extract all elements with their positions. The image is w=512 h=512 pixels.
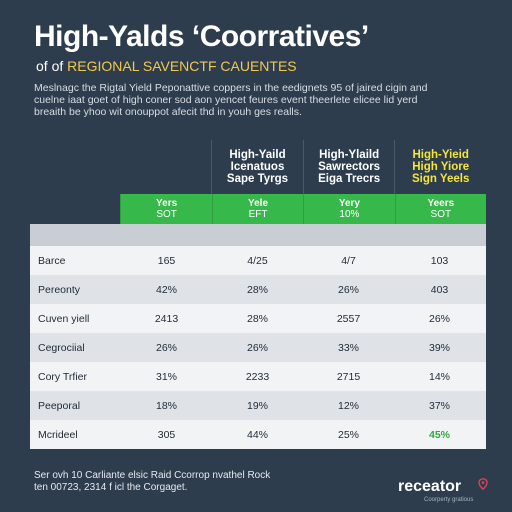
subtitle-accent: REGIONAL SAVENCTF CAUENTES [67, 58, 297, 74]
green-spacer [30, 194, 120, 224]
row-label: Mcrideel [38, 428, 78, 441]
table-cell: 18% [155, 399, 177, 412]
green-header-top: Yery [338, 198, 360, 209]
green-header-cell: Yery 10% [303, 194, 395, 224]
green-header-bottom: 10% [339, 209, 360, 220]
column-header-line: Sawrectors [318, 161, 381, 173]
table-cell: 14% [428, 370, 450, 383]
table-row: Pereonty 42% 28% 26% 403 [30, 275, 486, 304]
row-label: Barce [38, 254, 66, 267]
column-header: High-Ylaild Sawrectors Eiga Trecrs [302, 140, 395, 194]
column-header-line: Eiga Trecrs [318, 173, 381, 185]
column-header-line: High Yiore [412, 161, 470, 173]
table-cell: 28% [246, 312, 268, 325]
footer-line: Ser ovh 10 Carliante elsic Raid Ccorrop … [34, 470, 271, 481]
header-spacer [30, 140, 211, 194]
green-header-bottom: SOT [156, 209, 177, 220]
column-header-line: Sape Tyrgs [226, 173, 289, 185]
table-cell: 33% [337, 341, 359, 354]
table-row: Cegrociial 26% 26% 33% 39% [30, 333, 486, 362]
row-label: Cegrociial [38, 341, 85, 354]
table-cell: 19% [246, 399, 268, 412]
table-cell: 4/7 [341, 254, 356, 267]
table-cell: 4/25 [247, 254, 268, 267]
table-row: Cory Trfier 31% 2233 2715 14% [30, 362, 486, 391]
table-cell: 37% [428, 399, 450, 412]
intro-line: breaith be yhoo wit onouppot afecit thd … [34, 106, 302, 118]
comparison-table: High-Yaild Icenatuos Sape Tyrgs High-Yla… [30, 140, 487, 449]
page-subtitle: of of REGIONAL SAVENCTF CAUENTES [36, 58, 297, 74]
brand-tagline: Coorperty gratious [424, 497, 474, 503]
green-header-bottom: SOT [430, 209, 452, 220]
subtitle-prefix: of of [36, 58, 64, 74]
table-cell: 26% [246, 341, 268, 354]
table-cell: 39% [428, 341, 450, 354]
column-header-row: High-Yaild Icenatuos Sape Tyrgs High-Yla… [30, 140, 486, 194]
green-header-cell: Yele EFT [211, 194, 304, 224]
column-header-line: High-Yieid [412, 149, 469, 161]
table-row: Peeporal 18% 19% 12% 37% [30, 391, 486, 420]
intro-line: Meslnagc the Rigtal Yield Peponattive co… [34, 82, 428, 94]
table-cell: 305 [157, 428, 176, 441]
table-cell: 12% [337, 399, 359, 412]
green-header-bottom: EFT [248, 209, 268, 220]
table-cell: 42% [155, 283, 177, 296]
green-header-row: Yers SOT Yele EFT Yery 10% Yeers SOT [30, 194, 487, 224]
table-row-blank [30, 224, 486, 246]
table-row: Mcrideel 305 44% 25% 45% [30, 420, 486, 449]
column-header-line: High-Yaild [229, 149, 286, 161]
table-cell: 2715 [336, 370, 361, 383]
column-header-highlight: High-Yieid High Yiore Sign Yeels [394, 140, 486, 194]
table-cell: 28% [246, 283, 268, 296]
green-header-top: Yele [248, 198, 269, 209]
table-row: Barce 165 4/25 4/7 103 [30, 246, 486, 275]
table-cell: 2557 [336, 312, 361, 325]
table-row: Cuven yiell 2413 28% 2557 26% [30, 304, 486, 333]
table-cell-highlight: 45% [428, 428, 450, 441]
table-cell: 26% [428, 312, 450, 325]
green-header-cell: Yeers SOT [394, 194, 487, 224]
brand-logo-text: receator [398, 478, 462, 495]
column-header: High-Yaild Icenatuos Sape Tyrgs [211, 140, 303, 194]
table-cell: 31% [155, 370, 177, 383]
column-header-line: Sign Yeels [412, 173, 470, 185]
table-cell: 403 [430, 283, 449, 296]
table-cell: 44% [246, 428, 268, 441]
row-label: Cory Trfier [38, 370, 88, 383]
column-header-line: High-Ylaild [319, 149, 380, 161]
intro-paragraph: Meslnagc the Rigtal Yield Peponattive co… [34, 82, 480, 118]
green-header-cell: Yers SOT [120, 194, 212, 224]
table-cell: 2233 [245, 370, 270, 383]
footer-note: Ser ovh 10 Carliante elsic Raid Ccorrop … [34, 470, 270, 494]
map-pin-icon [478, 478, 488, 490]
row-label: Cuven yiell [38, 312, 90, 325]
table-cell: 165 [157, 254, 176, 267]
intro-line: cuelne iaat goet of high coner sod aon y… [34, 94, 418, 106]
table-cell: 25% [337, 428, 359, 441]
page-title: High-Yalds ‘Coorratives’ [34, 20, 369, 53]
row-label: Pereonty [38, 283, 81, 296]
footer-line: ten 00723, 2314 f icl the Corgaget. [34, 482, 188, 493]
table-cell: 26% [155, 341, 177, 354]
green-header-top: Yers [156, 198, 178, 209]
table-body: Barce 165 4/25 4/7 103 Pereonty 42% 28% … [30, 224, 486, 449]
green-header-top: Yeers [427, 198, 455, 209]
row-label: Peeporal [38, 399, 81, 412]
table-cell: 2413 [154, 312, 179, 325]
table-cell: 103 [430, 254, 449, 267]
table-cell: 26% [337, 283, 359, 296]
column-header-line: Icenatuos [230, 161, 285, 173]
